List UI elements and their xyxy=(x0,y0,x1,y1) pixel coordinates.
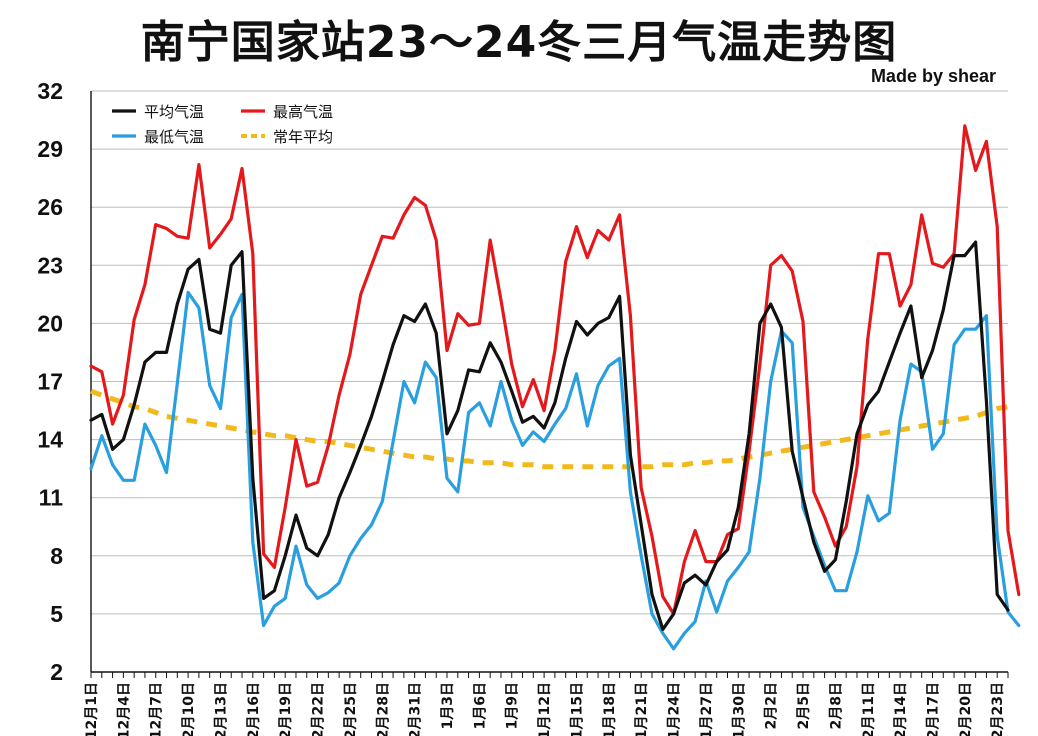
y-tick-label: 29 xyxy=(37,136,63,162)
x-tick-label: 1月30日 xyxy=(731,682,747,736)
legend-label: 最高气温 xyxy=(273,103,333,121)
y-tick-label: 32 xyxy=(37,78,63,104)
series-line-3 xyxy=(90,388,1009,470)
series-line-2 xyxy=(89,290,1021,651)
y-tick-label: 11 xyxy=(39,485,64,511)
x-tick-label: 2月23日 xyxy=(990,682,1006,736)
y-tick-label: 8 xyxy=(50,543,63,569)
x-tick-label: 2月11日 xyxy=(861,682,877,736)
x-tick-label: 12月25日 xyxy=(343,682,359,736)
x-tick-label: 12月16日 xyxy=(246,682,262,736)
x-tick-label: 2月20日 xyxy=(958,682,974,736)
x-tick-label: 1月18日 xyxy=(602,682,618,736)
y-tick-label: 23 xyxy=(37,252,63,278)
x-tick-label: 1月6日 xyxy=(472,682,488,729)
series-line-1 xyxy=(89,124,1021,616)
x-tick-label: 1月3日 xyxy=(440,682,456,729)
x-tick-label: 12月13日 xyxy=(213,682,229,736)
x-tick-label: 2月14日 xyxy=(893,682,909,736)
x-tick-label: 12月31日 xyxy=(408,682,424,736)
legend-label: 常年平均 xyxy=(273,128,333,146)
x-tick-label: 1月27日 xyxy=(699,682,715,736)
y-tick-label: 17 xyxy=(37,369,63,395)
x-tick-label: 12月1日 xyxy=(84,682,100,736)
x-tick-label: 1月21日 xyxy=(634,682,650,736)
x-tick-label: 12月28日 xyxy=(375,682,391,736)
chart-title: 南宁国家站23～24冬三月气温走势图 xyxy=(140,17,898,68)
x-tick-label: 12月10日 xyxy=(181,682,197,736)
y-tick-label: 5 xyxy=(50,601,63,627)
y-tick-label: 2 xyxy=(50,659,63,685)
chart-credit: Made by shear xyxy=(870,66,996,86)
x-tick-label: 2月17日 xyxy=(925,682,941,736)
y-tick-label: 26 xyxy=(37,194,63,220)
x-tick-label: 1月15日 xyxy=(569,682,585,736)
x-tick-label: 1月9日 xyxy=(505,682,521,729)
x-tick-label: 2月2日 xyxy=(764,682,780,729)
x-tick-label: 12月19日 xyxy=(278,682,294,736)
legend-label: 最低气温 xyxy=(144,128,204,146)
x-tick-label: 1月12日 xyxy=(537,682,553,736)
x-axis: 12月1日 12月4日 12月7日 12月10日 12月13日 12月16日 12月19日 1… xyxy=(84,672,1009,736)
series-line-0 xyxy=(89,240,1010,632)
y-axis: 2 5 8 11 14 17 20 23 26 29 32 xyxy=(37,78,92,685)
x-tick-label: 2月5日 xyxy=(796,682,812,729)
legend-label: 平均气温 xyxy=(144,103,204,121)
x-tick-label: 12月7日 xyxy=(149,682,165,736)
x-tick-label: 12月22日 xyxy=(311,682,327,736)
series-lines xyxy=(89,124,1021,651)
x-tick-label: 12月4日 xyxy=(116,682,132,736)
y-tick-label: 14 xyxy=(37,427,63,453)
x-tick-label: 1月24日 xyxy=(667,682,683,736)
y-tick-label: 20 xyxy=(37,310,63,336)
x-tick-label: 2月8日 xyxy=(828,682,844,729)
